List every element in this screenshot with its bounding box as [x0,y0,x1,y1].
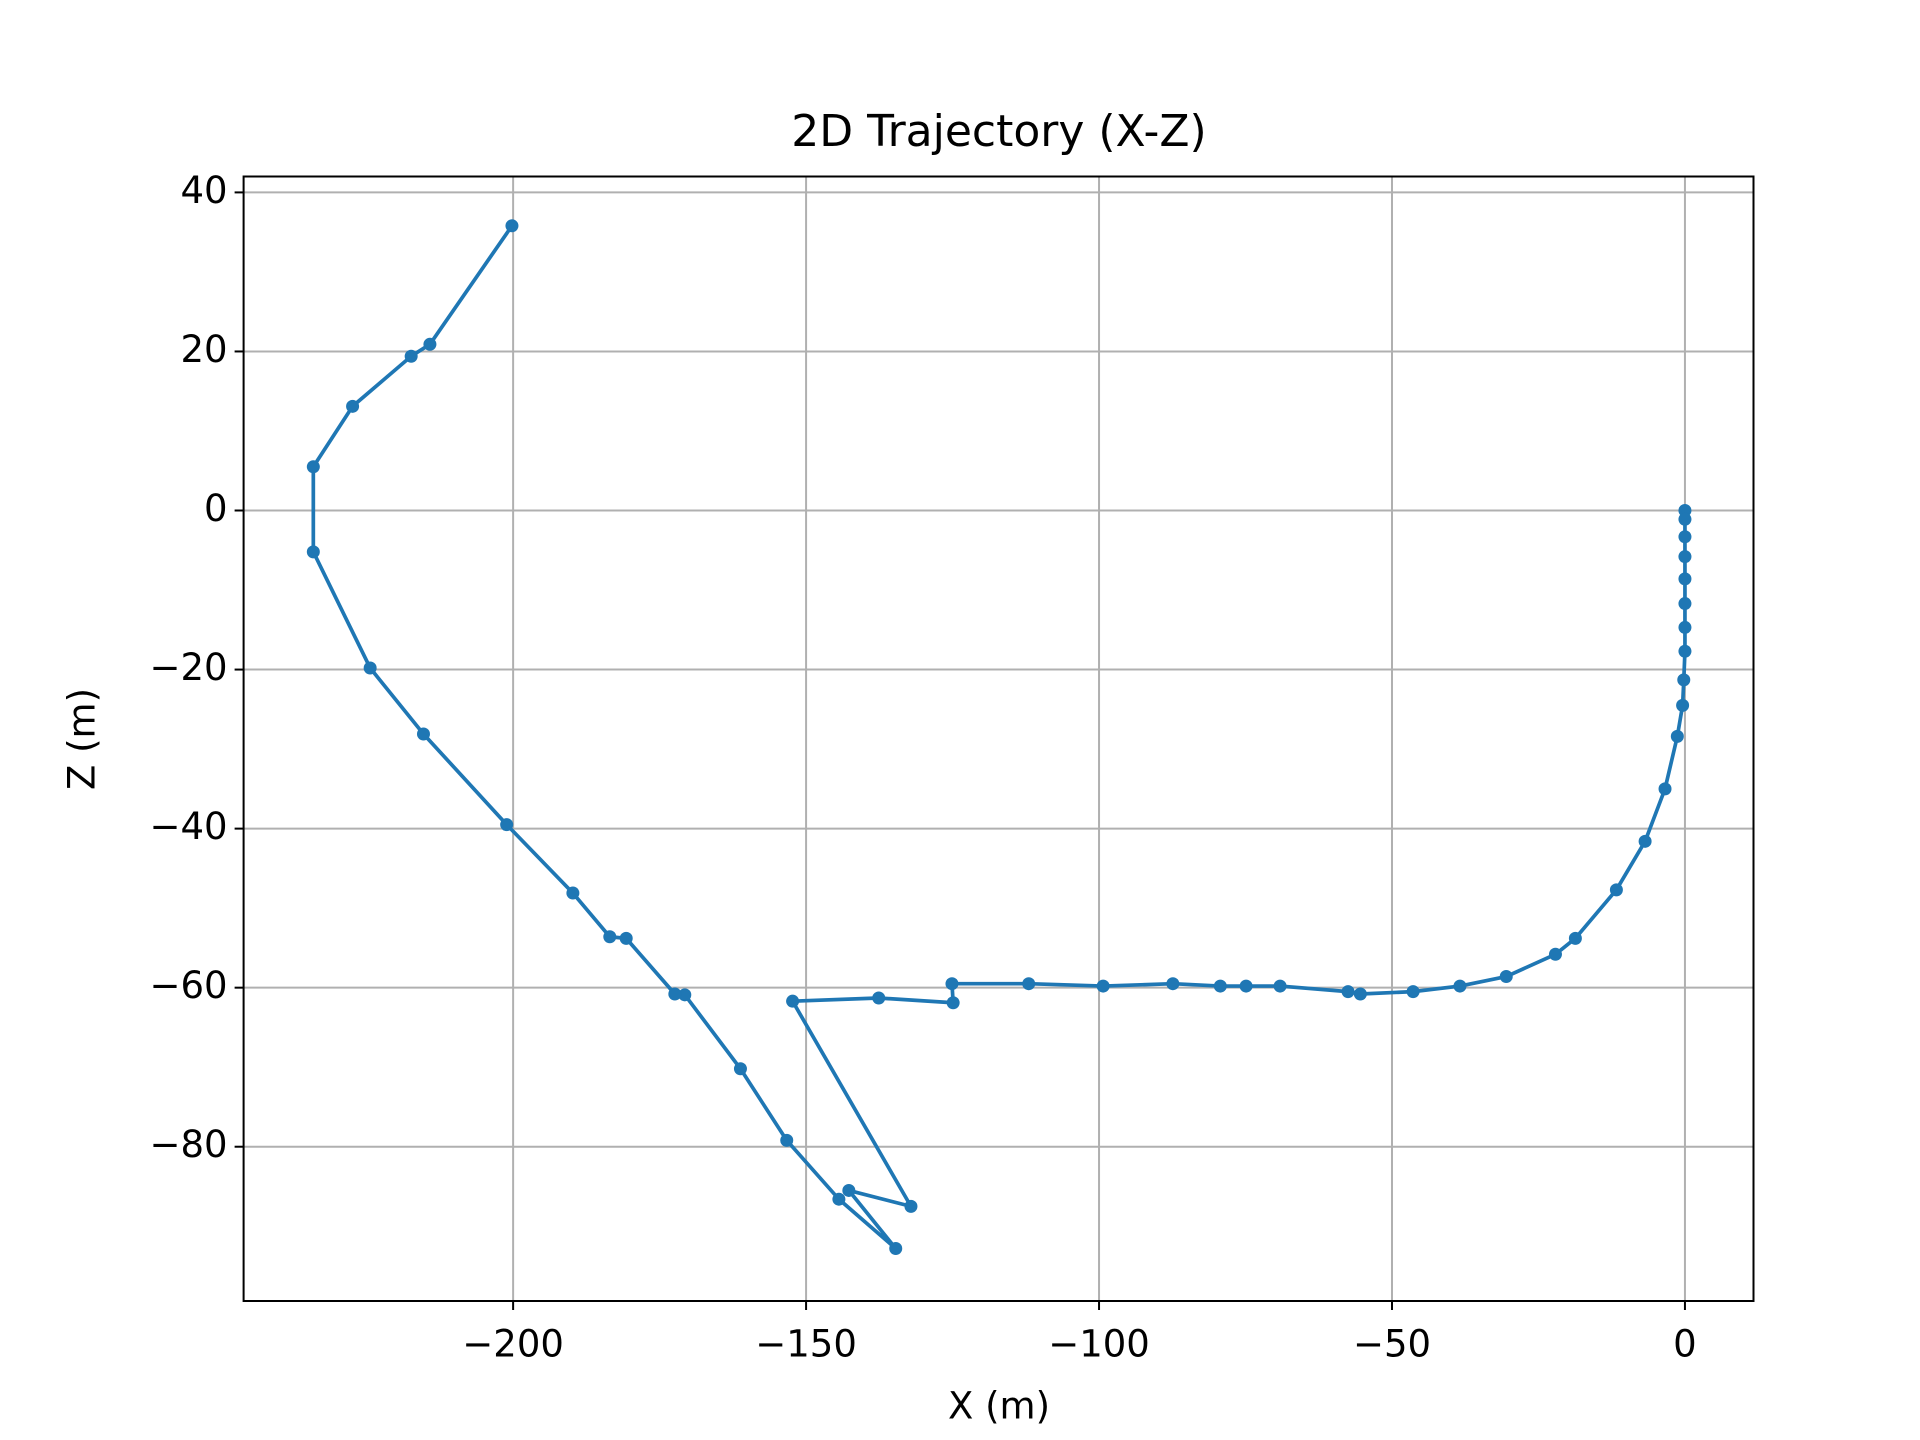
x-tick-label: −200 [462,1323,564,1366]
point [1568,931,1582,945]
point [872,991,886,1005]
point [306,460,320,474]
point [1678,530,1692,544]
point [1273,979,1287,993]
point [423,337,437,351]
point [733,1062,747,1076]
point [904,1199,918,1213]
point [1341,985,1355,999]
point [1678,550,1692,564]
point [1638,834,1652,848]
point [786,994,800,1008]
point [1213,979,1227,993]
y-tick-label: 40 [181,169,228,212]
point [566,886,580,900]
point [363,661,377,675]
point [946,996,960,1010]
point [603,930,617,944]
x-tick-label: −100 [1048,1323,1150,1366]
point [1239,979,1253,993]
point [1670,729,1684,743]
y-tick-label: −80 [150,1123,228,1166]
point [1678,644,1692,658]
plot-frame [242,175,1755,1302]
point [945,977,959,991]
point [1678,512,1692,526]
point [1406,985,1420,999]
x-tick-label: −50 [1353,1323,1431,1366]
y-tick-label: 20 [181,328,228,371]
point [1353,987,1367,1001]
point [780,1133,794,1147]
x-tick-label: −150 [755,1323,857,1366]
point [1166,977,1180,991]
point [346,399,360,413]
point [416,727,430,741]
point [832,1192,846,1206]
y-tick-label: −20 [150,646,228,689]
y-axis-label: Z (m) [61,688,104,790]
point [306,545,320,559]
point [1548,947,1562,961]
point [678,988,692,1002]
point [1499,970,1513,984]
x-tick-label: 0 [1673,1323,1697,1366]
point [404,349,418,363]
point [1096,979,1110,993]
x-axis-label: X (m) [948,1385,1050,1428]
point [1609,883,1623,897]
point [842,1183,856,1197]
point [1678,572,1692,586]
point [1453,979,1467,993]
point [1658,782,1672,796]
point [505,219,519,233]
point [1678,597,1692,611]
point [500,818,514,832]
point [1676,698,1690,712]
point [1677,673,1691,687]
y-tick-label: 0 [204,487,228,530]
y-tick-label: −60 [150,964,228,1007]
point [1022,977,1036,991]
trajectory-line [311,224,1687,1251]
point [1678,620,1692,634]
point [889,1242,903,1256]
chart-title: 2D Trajectory (X-Z) [791,106,1206,157]
y-tick-label: −40 [150,805,228,848]
point [668,987,682,1001]
point [619,931,633,945]
